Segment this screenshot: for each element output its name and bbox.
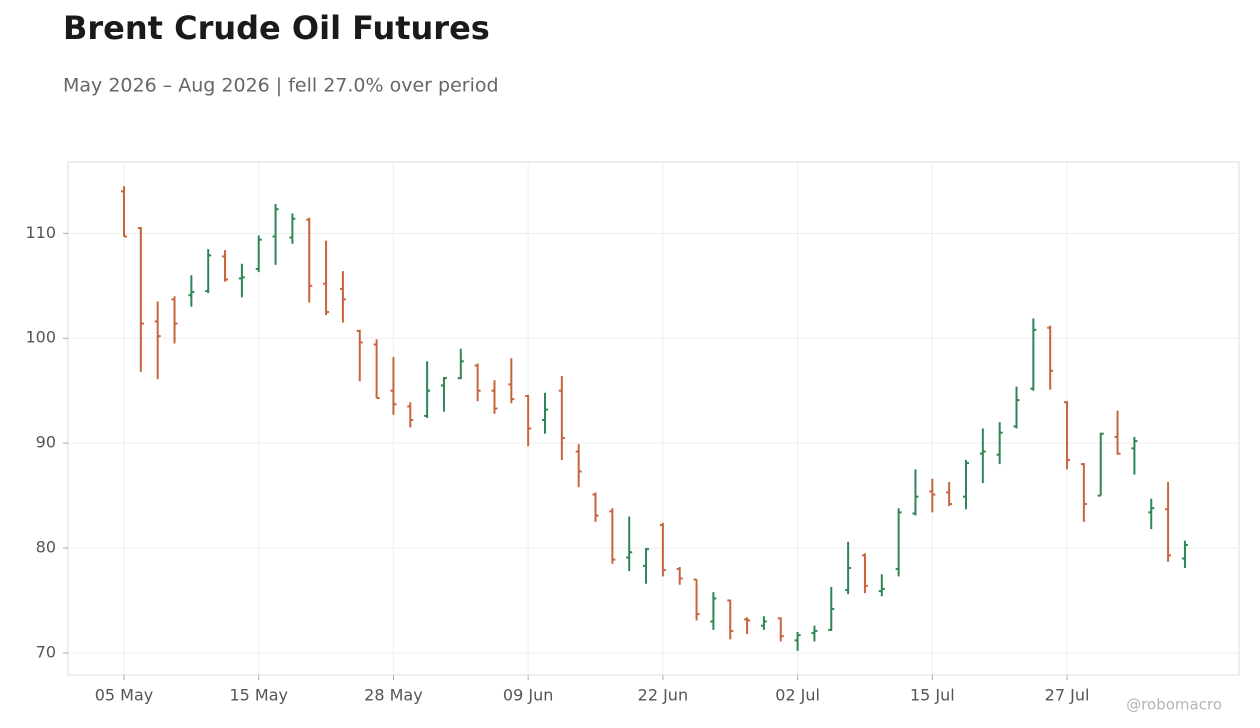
y-tick-label: 110 (25, 223, 56, 242)
x-tick-label: 27 Jul (1045, 686, 1090, 705)
y-tick-label: 70 (36, 642, 56, 661)
x-tick-label: 09 Jun (503, 686, 553, 705)
y-tick-label: 80 (36, 538, 56, 557)
y-tick-label: 100 (25, 328, 56, 347)
plot-frame (67, 161, 1240, 676)
x-tick-label: 15 May (229, 686, 288, 705)
x-tick-label: 15 Jul (910, 686, 955, 705)
chart-title: Brent Crude Oil Futures (63, 9, 490, 47)
y-tick-label: 90 (36, 433, 56, 452)
x-tick-label: 02 Jul (775, 686, 820, 705)
x-tick-label: 22 Jun (638, 686, 688, 705)
watermark: @robomacro (1126, 696, 1222, 714)
x-tick-label: 05 May (95, 686, 154, 705)
chart-subtitle: May 2026 – Aug 2026 | fell 27.0% over pe… (63, 75, 499, 97)
x-tick-label: 28 May (364, 686, 423, 705)
